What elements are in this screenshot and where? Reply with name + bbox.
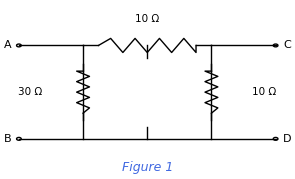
- Text: Figure 1: Figure 1: [122, 161, 173, 173]
- Text: A: A: [4, 40, 12, 50]
- Text: D: D: [283, 134, 291, 144]
- Text: 30 Ω: 30 Ω: [18, 87, 42, 97]
- Text: 10 Ω: 10 Ω: [252, 87, 276, 97]
- Text: B: B: [4, 134, 12, 144]
- Text: C: C: [283, 40, 291, 50]
- Text: 10 Ω: 10 Ω: [135, 14, 159, 24]
